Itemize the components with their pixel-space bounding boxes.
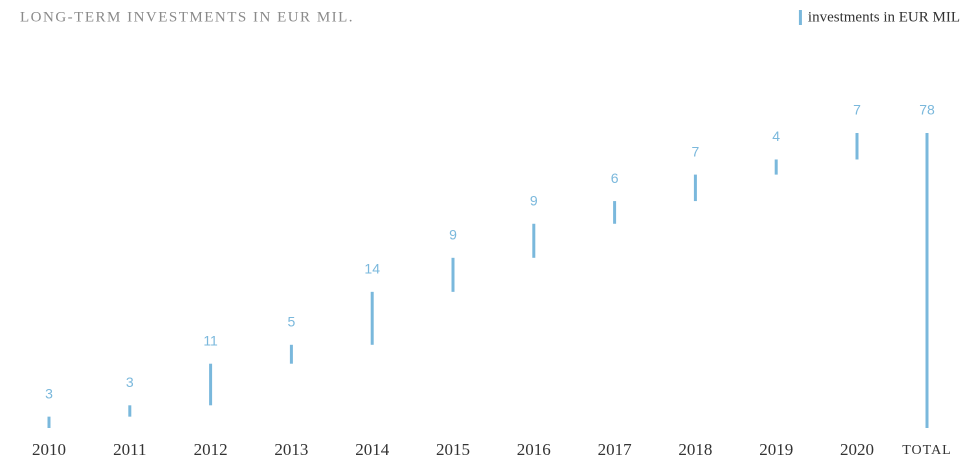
x-tick-label: 2019 xyxy=(759,440,793,459)
value-label: 7 xyxy=(853,102,861,118)
bar xyxy=(693,174,697,202)
value-label: 11 xyxy=(203,332,218,348)
value-label: 5 xyxy=(288,313,296,329)
value-label: 9 xyxy=(449,227,457,243)
x-tick-label: 2010 xyxy=(32,440,66,459)
value-label: 3 xyxy=(126,374,134,390)
x-tick-label: 2015 xyxy=(436,440,470,459)
value-label: 9 xyxy=(530,192,538,208)
legend-swatch xyxy=(798,10,802,25)
bar xyxy=(855,133,859,160)
bar xyxy=(613,201,617,224)
bar xyxy=(532,223,536,258)
x-tick-label: 2011 xyxy=(113,440,146,459)
x-tick-label: 2016 xyxy=(517,440,551,459)
value-label: 6 xyxy=(611,170,619,186)
value-label: 4 xyxy=(772,128,780,144)
bar xyxy=(370,291,374,345)
value-label: 7 xyxy=(692,143,700,159)
x-tick-label: 2020 xyxy=(840,440,874,459)
value-label: 14 xyxy=(364,261,380,277)
value-label: 3 xyxy=(45,385,53,401)
x-tick-label: 2012 xyxy=(194,440,228,459)
bar xyxy=(774,159,778,175)
legend-label: investments in EUR MIL xyxy=(808,9,960,25)
bar xyxy=(289,344,293,364)
x-tick-label: TOTAL xyxy=(902,443,952,458)
x-tick-label: 2014 xyxy=(355,440,390,459)
value-label: 78 xyxy=(919,102,935,118)
bar xyxy=(47,416,51,428)
bar xyxy=(451,257,455,292)
x-tick-label: 2018 xyxy=(678,440,712,459)
x-tick-label: 2017 xyxy=(598,440,633,459)
total-bar xyxy=(925,133,929,428)
x-tick-label: 2013 xyxy=(274,440,308,459)
chart-title: LONG-TERM INVESTMENTS IN EUR MIL. xyxy=(20,9,354,25)
bar xyxy=(128,405,132,417)
bar xyxy=(209,363,213,406)
